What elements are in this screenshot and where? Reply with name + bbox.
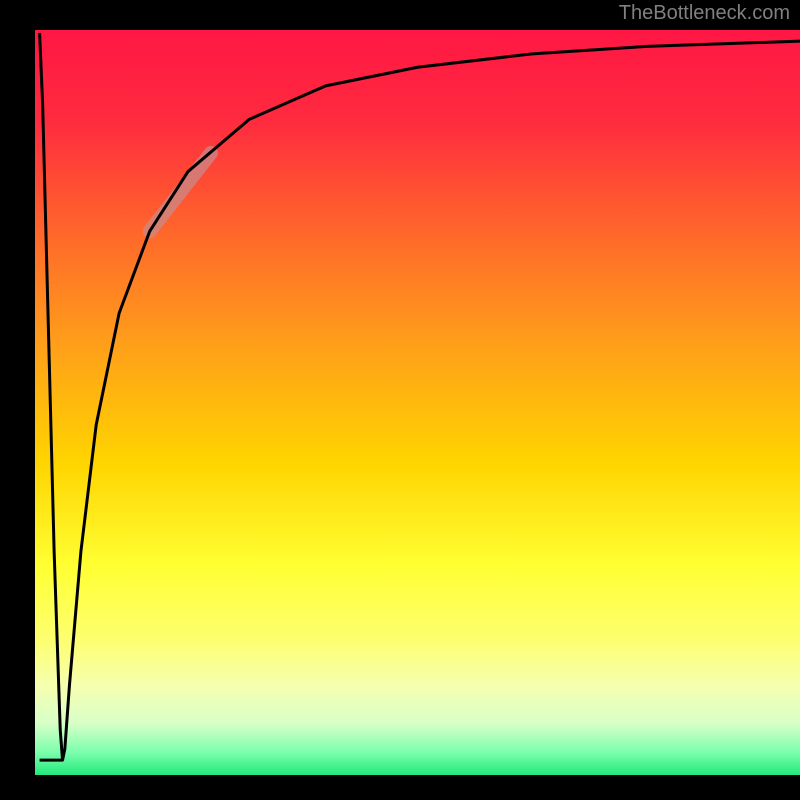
watermark-text: TheBottleneck.com [619, 2, 790, 25]
main-curve [40, 33, 800, 760]
plot-area [35, 30, 800, 775]
curve-layer [35, 30, 800, 775]
